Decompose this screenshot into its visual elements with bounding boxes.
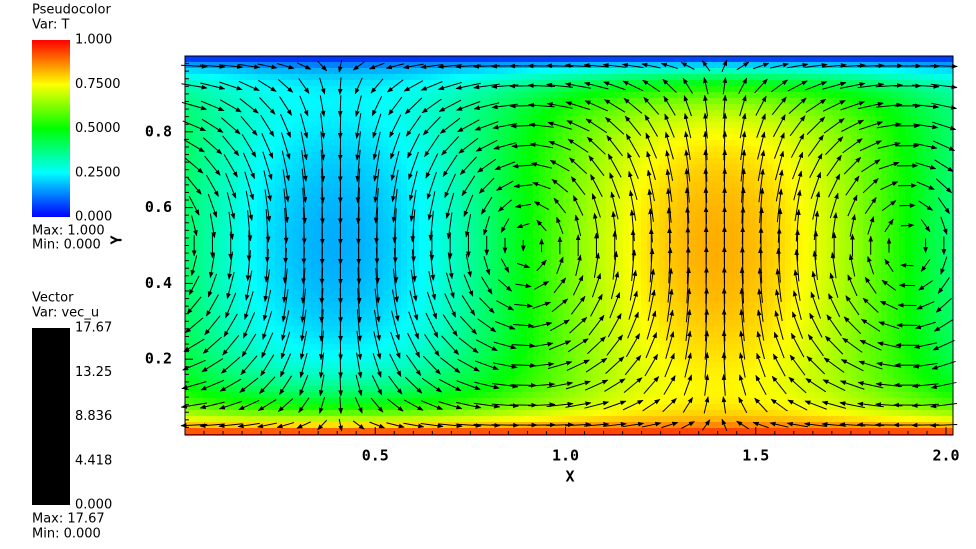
vector-bar (32, 328, 70, 505)
y-axis-label: Y (108, 235, 126, 244)
legend-label: 4.418 (75, 453, 112, 468)
y-tick-label: 0.6 (145, 198, 172, 216)
legend-label: 0.000 (75, 210, 112, 225)
legend-var: Var: T (32, 18, 69, 33)
legend-max: Max: 1.000 (32, 224, 105, 239)
x-axis-label: X (565, 468, 574, 486)
x-tick-label: 2.0 (932, 447, 959, 465)
legend-label: 1.000 (75, 33, 112, 48)
legend-label: 13.25 (75, 365, 112, 380)
y-tick-label: 0.8 (145, 122, 172, 140)
color-bar (32, 40, 70, 217)
legend-max: Max: 17.67 (32, 512, 105, 527)
legend-label: 8.836 (75, 409, 112, 424)
legend-title: Pseudocolor (32, 3, 111, 18)
legend-label: 0.2500 (75, 165, 121, 180)
axis-ticks (184, 55, 947, 436)
x-tick-label: 1.5 (742, 447, 769, 465)
legend-label: 0.7500 (75, 77, 121, 92)
temperature-field (185, 56, 954, 436)
y-tick-label: 0.2 (145, 350, 172, 368)
x-tick-label: 0.5 (362, 447, 389, 465)
velocity-arrows (180, 59, 958, 432)
legend-title: Vector (32, 291, 74, 306)
legend-min: Min: 0.000 (32, 238, 101, 253)
legend-label: 0.5000 (75, 121, 121, 136)
legend-min: Min: 0.000 (32, 527, 101, 542)
legend-var: Var: vec_u (32, 306, 99, 321)
x-tick-label: 1.0 (552, 447, 579, 465)
legend-label: 17.67 (75, 321, 112, 336)
y-tick-label: 0.4 (145, 274, 172, 292)
legend-label: 0.000 (75, 498, 112, 513)
